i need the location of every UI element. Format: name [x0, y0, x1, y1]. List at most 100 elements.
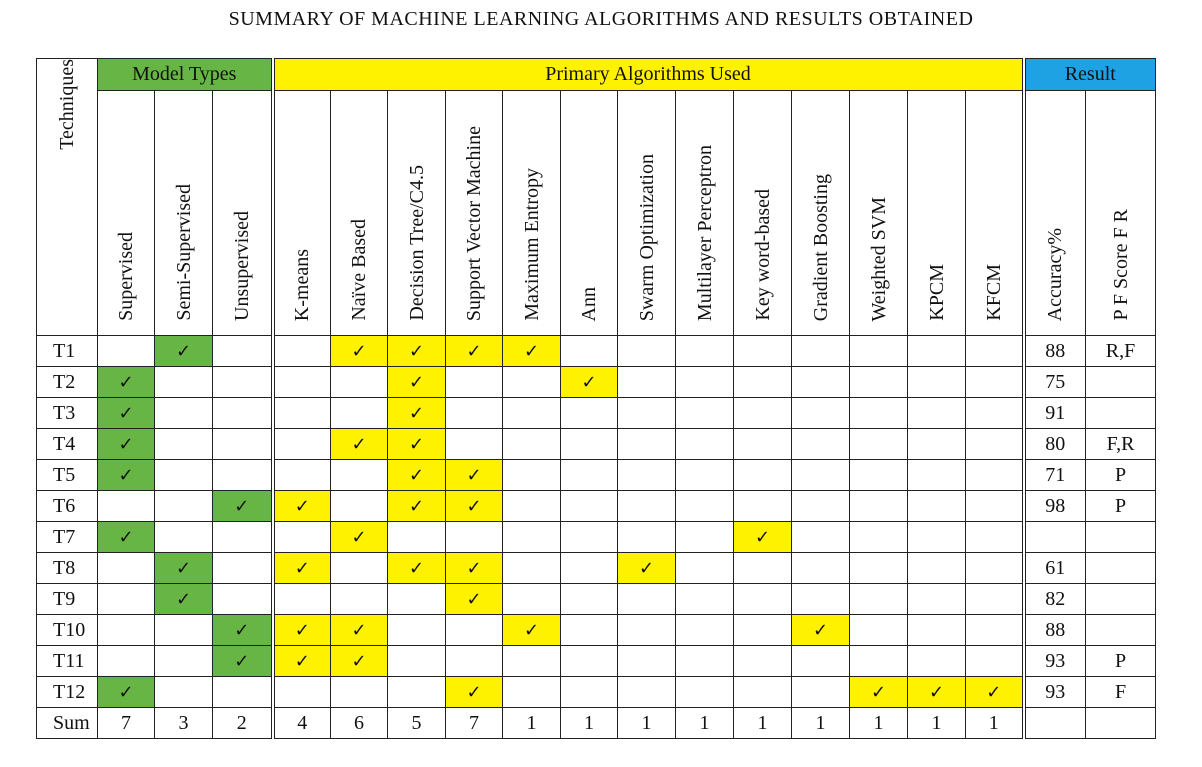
col-header-semi-supervised: Semi-Supervised [154, 90, 213, 336]
empty-cell [272, 335, 331, 367]
check-mark: ✓ [445, 583, 503, 615]
empty-cell [272, 459, 331, 491]
check-mark: ✓ [330, 645, 388, 677]
col-header-p-f-score-f-r-label: P F Score F R [1109, 209, 1132, 321]
empty-cell [445, 614, 503, 646]
empty-cell [733, 676, 792, 708]
empty-cell [272, 521, 331, 553]
col-header-accuracy-: Accuracy% [1023, 90, 1086, 336]
row-label: T4 [36, 428, 98, 460]
check-mark: ✓ [212, 614, 275, 646]
empty-cell [97, 490, 155, 522]
table-row: T5 ✓ ✓ ✓ 71 P [36, 459, 1156, 491]
empty-cell [502, 645, 561, 677]
sum-value: 3 [154, 707, 213, 739]
column-header-row: Supervised Semi-Supervised Unsupervised K-m… [37, 90, 1156, 336]
check-mark: ✓ [387, 397, 446, 429]
empty-cell [154, 614, 213, 646]
sum-value: 1 [502, 707, 561, 739]
pf-score-value [1085, 552, 1156, 584]
col-header-multilayer-perceptron-label: Multilayer Perceptron [693, 144, 716, 321]
empty-cell [849, 552, 908, 584]
check-mark: ✓ [387, 335, 446, 367]
empty-cell [849, 521, 908, 553]
sum-label: Sum [36, 707, 98, 739]
table-row: T7 ✓ ✓ ✓ [36, 521, 1156, 553]
empty-cell [387, 645, 446, 677]
check-mark: ✓ [387, 459, 446, 491]
empty-cell [560, 459, 618, 491]
sum-value: 1 [849, 707, 908, 739]
check-mark: ✓ [617, 552, 676, 584]
empty-cell [97, 335, 155, 367]
empty-cell [907, 552, 966, 584]
empty-cell [502, 428, 561, 460]
check-mark: ✓ [272, 490, 331, 522]
empty-cell [1085, 707, 1156, 739]
empty-cell [502, 676, 561, 708]
empty-cell [97, 552, 155, 584]
empty-cell [617, 521, 676, 553]
check-mark: ✓ [387, 366, 446, 398]
empty-cell [675, 459, 734, 491]
accuracy-value: 80 [1023, 428, 1086, 460]
table-row: T2 ✓ ✓ ✓ 75 [36, 366, 1156, 398]
accuracy-value: 98 [1023, 490, 1086, 522]
empty-cell [965, 552, 1026, 584]
empty-cell [791, 490, 850, 522]
pf-score-value: P [1085, 459, 1156, 491]
empty-cell [849, 335, 908, 367]
empty-cell [154, 490, 213, 522]
row-label: T10 [36, 614, 98, 646]
check-mark: ✓ [387, 552, 446, 584]
col-header-support-vector-machine: Support Vector Machine [445, 90, 503, 336]
empty-cell [560, 521, 618, 553]
empty-cell [330, 676, 388, 708]
empty-cell [502, 552, 561, 584]
empty-cell [445, 428, 503, 460]
empty-cell [791, 335, 850, 367]
col-header-ann: Ann [560, 90, 618, 336]
row-label: T9 [36, 583, 98, 615]
accuracy-value: 93 [1023, 645, 1086, 677]
col-header-kfcm: KFCM [965, 90, 1026, 336]
empty-cell [849, 397, 908, 429]
check-mark: ✓ [502, 614, 561, 646]
col-header-weighted-svm: Weighted SVM [849, 90, 908, 336]
empty-cell [502, 490, 561, 522]
table-row: T8 ✓ ✓ ✓ ✓ ✓ 61 [36, 552, 1156, 584]
empty-cell [791, 676, 850, 708]
empty-cell [791, 366, 850, 398]
empty-cell [675, 676, 734, 708]
col-header-maximum-entropy: Maximum Entropy [502, 90, 561, 336]
check-mark: ✓ [272, 645, 331, 677]
col-header-key-word-based-label: Key word-based [751, 189, 774, 321]
pf-score-value: P [1085, 645, 1156, 677]
check-mark: ✓ [907, 676, 966, 708]
empty-cell [965, 583, 1026, 615]
empty-cell [849, 645, 908, 677]
col-header-p-f-score-f-r: P F Score F R [1085, 90, 1156, 336]
table-row: T3 ✓ ✓ 91 [36, 397, 1156, 429]
col-header-k-means: K-means [272, 90, 331, 336]
check-mark: ✓ [445, 552, 503, 584]
empty-cell [965, 335, 1026, 367]
empty-cell [617, 645, 676, 677]
col-header-semi-supervised-label: Semi-Supervised [172, 184, 195, 321]
empty-cell [733, 459, 792, 491]
empty-cell [617, 335, 676, 367]
row-label: T7 [36, 521, 98, 553]
empty-cell [907, 583, 966, 615]
accuracy-value: 61 [1023, 552, 1086, 584]
col-header-na-ve-based-label: Naïve Based [348, 219, 370, 321]
table-row: T11 ✓ ✓ ✓ 93 P [36, 645, 1156, 677]
empty-cell [733, 583, 792, 615]
accuracy-value [1023, 521, 1086, 553]
empty-cell [965, 459, 1026, 491]
pf-score-value: P [1085, 490, 1156, 522]
row-label: T3 [36, 397, 98, 429]
accuracy-value: 82 [1023, 583, 1086, 615]
empty-cell [560, 583, 618, 615]
empty-cell [617, 459, 676, 491]
empty-cell [272, 397, 331, 429]
